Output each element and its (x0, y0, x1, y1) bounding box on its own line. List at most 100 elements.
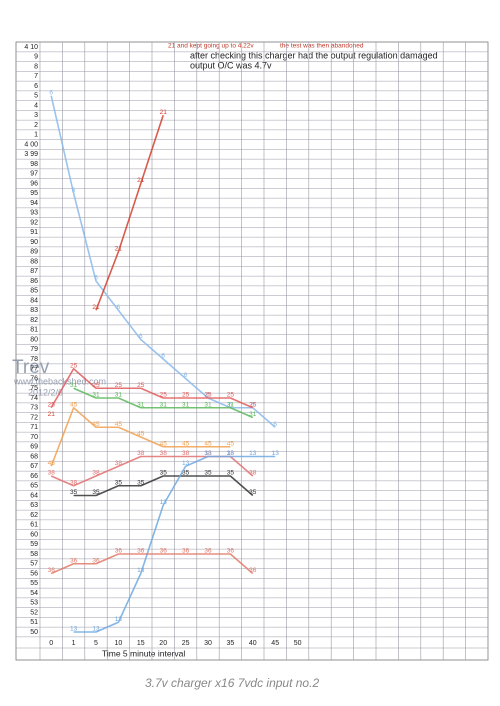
point-label: 45 (70, 401, 78, 408)
series-line (50, 367, 254, 409)
point-label: 31 (70, 382, 78, 389)
y-tick-label: 61 (30, 522, 38, 529)
point-label: 25 (92, 382, 100, 389)
y-tick-label: 71 (30, 424, 38, 431)
x-tick-label: 30 (204, 640, 212, 647)
point-label: 6 (161, 353, 165, 360)
y-tick-label: 1 (34, 132, 38, 139)
series-line (50, 95, 276, 428)
y-tick-label: 3 99 (24, 151, 38, 158)
point-label: 45 (115, 421, 123, 428)
point-label: 36 (115, 548, 123, 555)
point-label: 21 (48, 411, 56, 418)
x-tick-label: 40 (249, 640, 257, 647)
point-label: 35 (227, 470, 235, 477)
y-tick-label: 60 (30, 531, 38, 538)
y-tick-label: 54 (30, 590, 38, 597)
y-tick-label: 64 (30, 492, 38, 499)
point-label: 31 (249, 411, 257, 418)
x-tick-label: 45 (271, 640, 279, 647)
y-tick-label: 53 (30, 600, 38, 607)
x-tick-label: 50 (294, 640, 302, 647)
point-label: 6 (117, 304, 121, 311)
point-label: 45 (48, 460, 56, 467)
watermark: Trev (12, 357, 50, 378)
x-tick-label: 1 (72, 640, 76, 647)
y-tick-label: 4 (34, 102, 38, 109)
annotation: 21 and kept going up to 4.22v (168, 43, 254, 50)
point-label: 6 (206, 392, 210, 399)
point-label: 6 (184, 372, 188, 379)
point-label: 25 (227, 392, 235, 399)
point-label: 36 (227, 548, 235, 555)
series-line (73, 387, 254, 419)
point-label: 36 (204, 548, 212, 555)
point-label: 25 (249, 401, 257, 408)
point-label: 21 (115, 245, 123, 252)
y-tick-label: 51 (30, 619, 38, 626)
y-tick-label: 93 (30, 210, 38, 217)
x-tick-label: 10 (115, 640, 123, 647)
point-label: 38 (115, 460, 123, 467)
series-line (73, 475, 254, 497)
point-label: 35 (160, 470, 168, 477)
point-label: 13 (137, 567, 145, 574)
annotation: output O/C was 4.7v (190, 60, 272, 70)
point-label: 6 (251, 401, 255, 408)
point-label: 21 (160, 109, 168, 116)
point-label: 31 (137, 401, 145, 408)
y-tick-label: 85 (30, 288, 38, 295)
point-label: 6 (72, 187, 76, 194)
y-tick-label: 65 (30, 483, 38, 490)
y-tick-label: 6 (34, 83, 38, 90)
y-tick-label: 72 (30, 414, 38, 421)
x-tick-label: 15 (137, 640, 145, 647)
point-label: 38 (48, 470, 56, 477)
y-tick-label: 67 (30, 463, 38, 470)
point-label: 45 (92, 421, 100, 428)
y-tick-label: 70 (30, 434, 38, 441)
point-label: 31 (92, 392, 100, 399)
point-label: 21 (137, 177, 145, 184)
y-tick-label: 88 (30, 258, 38, 265)
series-line (95, 115, 164, 311)
point-label: 25 (70, 362, 78, 369)
point-label: 45 (182, 440, 190, 447)
point-label: 38 (160, 450, 168, 457)
y-tick-label: 8 (34, 63, 38, 70)
x-tick-label: 35 (227, 640, 235, 647)
y-tick-label: 57 (30, 561, 38, 568)
point-label: 35 (115, 479, 123, 486)
point-label: 13 (272, 450, 280, 457)
point-label: 36 (70, 557, 78, 564)
y-tick-label: 52 (30, 609, 38, 616)
point-label: 38 (182, 450, 190, 457)
y-tick-label: 69 (30, 444, 38, 451)
y-tick-label: 83 (30, 307, 38, 314)
point-label: 31 (227, 401, 235, 408)
series-line (50, 406, 231, 467)
y-tick-label: 7 (34, 73, 38, 80)
point-label: 31 (160, 401, 168, 408)
point-label: 6 (94, 275, 98, 282)
y-tick-label: 63 (30, 502, 38, 509)
watermark: www.thebackshed.com (13, 376, 106, 386)
annotation: the test was then abandoned (280, 43, 364, 50)
y-tick-label: 5 (34, 93, 38, 100)
point-label: 25 (182, 392, 190, 399)
point-label: 38 (92, 470, 100, 477)
y-tick-label: 66 (30, 473, 38, 480)
point-label: 38 (249, 470, 257, 477)
point-label: 35 (249, 489, 257, 496)
point-label: 36 (48, 567, 56, 574)
y-tick-label: 90 (30, 239, 38, 246)
caption: 3.7v charger x16 7vdc input no.2 (145, 676, 319, 690)
y-tick-label: 3 (34, 112, 38, 119)
y-tick-label: 87 (30, 268, 38, 275)
point-label: 13 (160, 499, 168, 506)
y-tick-label: 59 (30, 541, 38, 548)
y-tick-label: 9 (34, 54, 38, 61)
y-tick-label: 77 (30, 366, 38, 373)
y-tick-label: 62 (30, 512, 38, 519)
